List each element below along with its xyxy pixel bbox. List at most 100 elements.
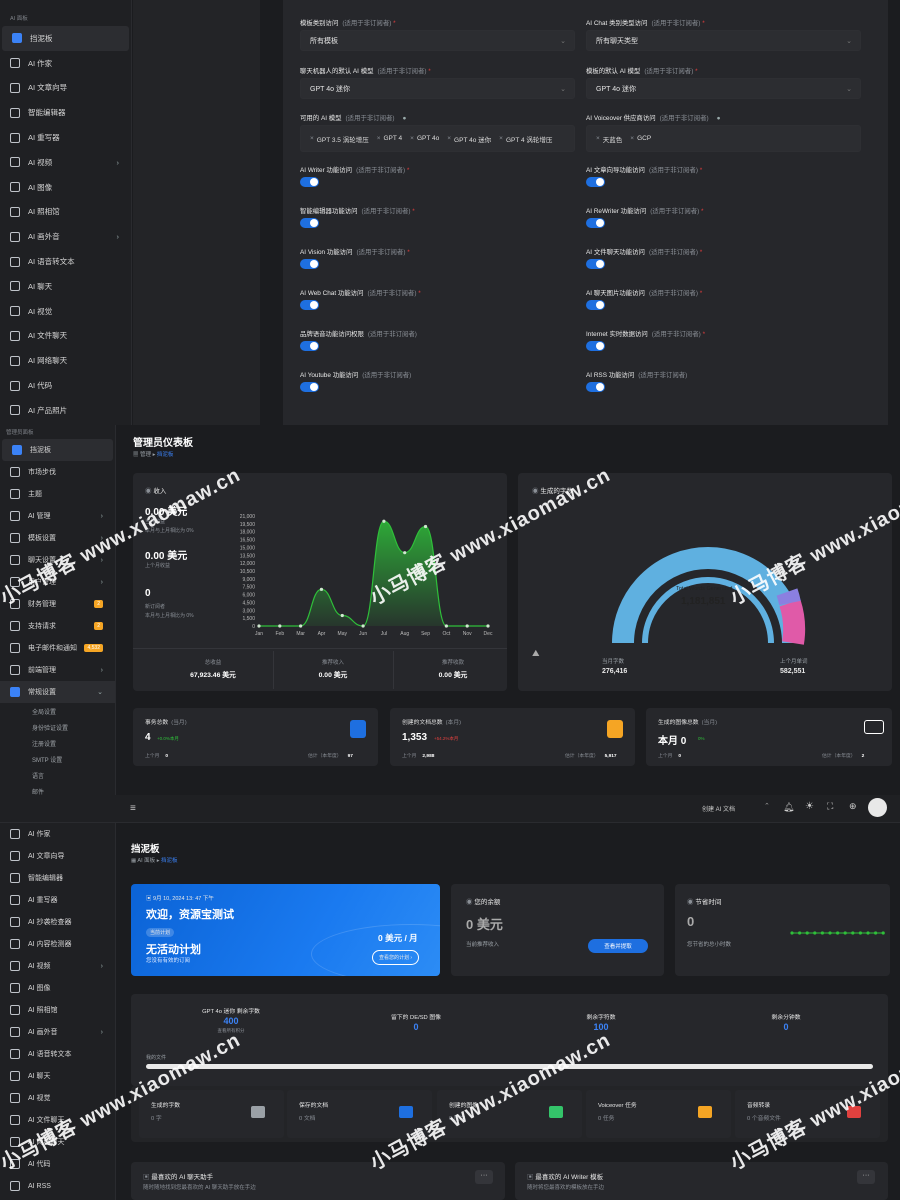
sidebar-item[interactable]: 聊天设置 › (0, 549, 115, 571)
data-point[interactable] (444, 624, 448, 628)
withdraw-button[interactable]: 查看并提取 (588, 939, 648, 953)
data-point[interactable] (319, 587, 324, 591)
feature-toggle[interactable] (300, 300, 319, 310)
data-point[interactable] (278, 624, 282, 628)
sidebar-item[interactable]: AI 代码 (0, 1153, 115, 1175)
more-options-button[interactable]: ··· (857, 1170, 875, 1184)
sidebar-item[interactable]: 模板设置 › (0, 527, 115, 549)
close-icon[interactable]: × (596, 135, 600, 142)
data-point[interactable] (465, 624, 469, 628)
tag-chip[interactable]: × GPT 4o 迷你 (447, 135, 492, 144)
tag-chip[interactable]: × GPT 4 涡轮增压 (499, 135, 553, 144)
sidebar-item[interactable]: AI 网络聊天 (0, 348, 131, 373)
feature-toggle[interactable] (586, 259, 605, 269)
feature-toggle[interactable] (300, 341, 319, 351)
tag-chip[interactable]: × GPT 3.5 涡轮增压 (310, 135, 369, 144)
sidebar-item[interactable]: 常规设置 ⌄ (0, 681, 115, 703)
submenu-item[interactable]: 注册设置 (0, 735, 115, 751)
breadcrumb-home[interactable]: AI 面板 (137, 858, 156, 864)
submenu-item[interactable]: 身份验证设置 (0, 719, 115, 735)
data-point[interactable] (403, 551, 407, 555)
submenu-item[interactable]: 语言 (0, 767, 115, 783)
sidebar-item[interactable]: 智能编辑器 (0, 100, 131, 125)
sidebar-item[interactable]: AI 文件聊天 (0, 1109, 115, 1131)
close-icon[interactable]: × (410, 135, 414, 142)
sidebar-item[interactable]: AI 代码 (0, 373, 131, 398)
select-field[interactable]: GPT 4o 迷你 ⌄ (300, 78, 575, 99)
submenu-item[interactable]: 全局设置 (0, 703, 115, 719)
close-icon[interactable]: × (310, 135, 314, 142)
sidebar-item[interactable]: 智能编辑器 (0, 867, 115, 889)
feature-toggle[interactable] (586, 300, 605, 310)
sidebar-item[interactable]: AI 文章向导 (0, 76, 131, 101)
multiselect-field[interactable]: × GPT 3.5 涡轮增压 × GPT 4 × GPT 4o × GPT 4o 迷你 × GPT… (300, 125, 575, 152)
sidebar-item[interactable]: 主题 (0, 483, 115, 505)
feature-toggle[interactable] (300, 218, 319, 228)
close-icon[interactable]: × (376, 135, 381, 142)
data-point[interactable] (340, 613, 344, 618)
sidebar-item[interactable]: 支持请求 2 (0, 615, 115, 637)
sidebar-item[interactable]: AI 照相馆 (0, 999, 115, 1021)
view-plan-button[interactable]: 查看您的计划 › (372, 950, 420, 965)
globe-icon[interactable]: ⊕ (849, 801, 857, 811)
close-icon[interactable]: × (447, 135, 452, 142)
breadcrumb-home[interactable]: 管理 (140, 452, 152, 458)
sidebar-item[interactable]: AI 视频 › (0, 150, 131, 175)
fullscreen-icon[interactable]: ⛶ (827, 801, 834, 811)
feature-toggle[interactable] (300, 259, 319, 269)
sidebar-item[interactable]: AI 内容检测器 (0, 933, 115, 955)
sidebar-item[interactable]: 用户管理 › (0, 571, 115, 593)
tag-chip[interactable]: × GPT 4 (376, 135, 403, 142)
submenu-item[interactable]: SMTP 设置 (0, 751, 115, 767)
sidebar-item[interactable]: AI 视觉 (0, 1087, 115, 1109)
select-field[interactable]: GPT 4o 迷你 ⌄ (586, 78, 861, 99)
sidebar-item[interactable]: AI 作家 (0, 51, 131, 76)
sidebar-item[interactable]: 财务管理 2 (0, 593, 115, 615)
sidebar-item[interactable]: AI 图像 (0, 977, 115, 999)
feature-toggle[interactable] (586, 177, 605, 187)
sidebar-item[interactable]: AI 图像 (0, 175, 131, 200)
data-point[interactable] (423, 524, 428, 529)
sidebar-item[interactable]: AI 照相馆 (0, 200, 131, 225)
data-point[interactable] (486, 624, 490, 628)
sidebar-item[interactable]: AI 重写器 (0, 125, 131, 150)
sidebar-item[interactable]: AI 文章向导 (0, 845, 115, 867)
sidebar-item[interactable]: AI 重写器 (0, 889, 115, 911)
sidebar-item[interactable]: AI 文件聊天 (0, 324, 131, 349)
sidebar-item[interactable]: 电子邮件和通知 4,532 (0, 637, 115, 659)
more-options-button[interactable]: ··· (475, 1170, 493, 1184)
data-point[interactable] (382, 519, 386, 523)
multiselect-field[interactable]: × 天蓝色 × GCP (586, 125, 861, 152)
sidebar-item[interactable]: 前端管理 › (0, 659, 115, 681)
sidebar-item[interactable]: AI 视频 › (0, 955, 115, 977)
sidebar-item[interactable]: AI RSS (0, 1175, 115, 1197)
sidebar-item[interactable]: AI 作家 (0, 823, 115, 845)
data-point[interactable] (257, 624, 261, 628)
sidebar-item[interactable]: AI 抄袭检查器 (0, 911, 115, 933)
sidebar-item[interactable]: AI 语音转文本 (0, 1043, 115, 1065)
sidebar-item[interactable]: AI 画外音 › (0, 224, 131, 249)
menu-icon[interactable]: ≡ (130, 803, 136, 814)
credit-sub[interactable]: 查看所有积分 (217, 1028, 245, 1033)
sidebar-item[interactable]: 挡泥板 (2, 26, 129, 51)
sidebar-item[interactable]: AI 管理 › (0, 505, 115, 527)
tag-chip[interactable]: × GCP (630, 135, 652, 142)
sidebar-item[interactable]: AI 网络聊天 (0, 1131, 115, 1153)
feature-toggle[interactable] (300, 177, 319, 187)
sidebar-item[interactable]: AI 聊天 (0, 1065, 115, 1087)
select-field[interactable]: 所有模板 ⌄ (300, 30, 575, 51)
sidebar-item[interactable]: 挡泥板 (2, 439, 113, 461)
chevron-down-icon[interactable]: ⌃ (764, 803, 770, 810)
submenu-item[interactable]: 邮件 (0, 783, 115, 799)
sidebar-item[interactable]: AI 产品照片 (0, 398, 131, 423)
close-icon[interactable]: × (630, 135, 635, 142)
feature-toggle[interactable] (586, 341, 605, 351)
feature-toggle[interactable] (586, 218, 605, 228)
tag-chip[interactable]: × GPT 4o (410, 135, 440, 142)
tag-chip[interactable]: × 天蓝色 (596, 135, 623, 144)
new-document-button[interactable]: 创建 AI 文档 (702, 807, 736, 813)
sidebar-item[interactable]: AI 画外音 › (0, 1021, 115, 1043)
select-field[interactable]: 所有聊天类型 ⌄ (586, 30, 861, 51)
feature-toggle[interactable] (300, 382, 319, 392)
sidebar-item[interactable]: 市场步伐 (0, 461, 115, 483)
